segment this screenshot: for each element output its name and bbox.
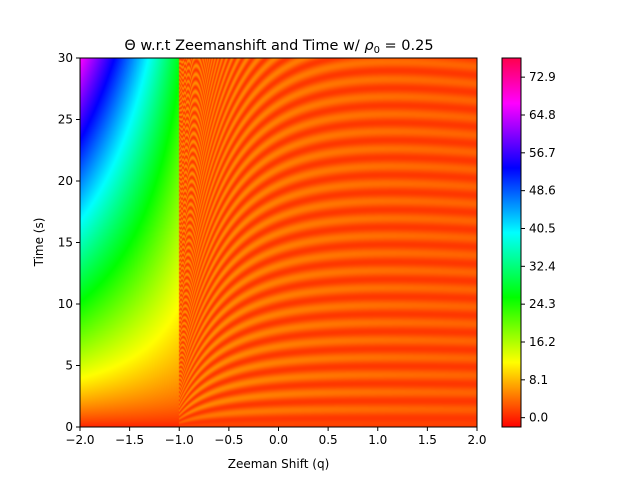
y-tick-label: 10 (58, 297, 73, 311)
colorbar-tick-label: 8.1 (529, 373, 548, 387)
y-tick-label: 0 (65, 420, 73, 434)
y-tick-label: 20 (58, 174, 73, 188)
y-tick-label: 25 (58, 113, 73, 127)
colorbar: 0.0 8.1 16.2 24.3 32.4 40.5 48.6 56.7 64.8 72.9 (501, 57, 556, 428)
colorbar-tick-label: 32.4 (529, 259, 556, 273)
x-tick-label: −2.0 (65, 433, 94, 447)
y-tick-label: 30 (58, 51, 73, 65)
x-tick-label: −1.5 (115, 433, 144, 447)
x-tick-label: 2.0 (467, 433, 486, 447)
colorbar-tick-label: 0.0 (529, 411, 548, 425)
heatmap-canvas (80, 58, 477, 427)
colorbar-frame (501, 57, 522, 428)
y-axis-label: Time (s) (32, 218, 46, 268)
colorbar-tick-label: 48.6 (529, 184, 556, 198)
x-tick-label: 1.0 (368, 433, 387, 447)
x-tick-label: −0.5 (214, 433, 243, 447)
x-tick-label: 0.5 (319, 433, 338, 447)
x-axis-label: Zeeman Shift (q) (228, 457, 330, 471)
x-tick-label: 0.0 (269, 433, 288, 447)
y-tick-label: 5 (65, 359, 73, 373)
x-axis-ticks: −2.0 −1.5 −1.0 −0.5 0.0 0.5 1.0 1.5 2.0 (65, 427, 487, 447)
colorbar-tick-label: 72.9 (529, 70, 556, 84)
colorbar-tick-label: 40.5 (529, 221, 556, 235)
colorbar-tick-label: 24.3 (529, 297, 556, 311)
colorbar-tick-label: 64.8 (529, 108, 556, 122)
colorbar-canvas (502, 58, 521, 427)
colorbar-tick-label: 16.2 (529, 335, 556, 349)
colorbar-ticks: 0.0 8.1 16.2 24.3 32.4 40.5 48.6 56.7 64.8 72.9 (521, 70, 556, 425)
y-axis-ticks: 0 5 10 15 20 25 30 (58, 51, 80, 434)
x-tick-label: −1.0 (165, 433, 194, 447)
y-tick-label: 15 (58, 236, 73, 250)
chart-title: Θ w.r.t Zeemanshift and Time w/ ρ0 = 0.2… (124, 38, 433, 56)
x-tick-label: 1.5 (418, 433, 437, 447)
colorbar-tick-label: 56.7 (529, 146, 556, 160)
heatmap-plot-area (80, 58, 477, 427)
